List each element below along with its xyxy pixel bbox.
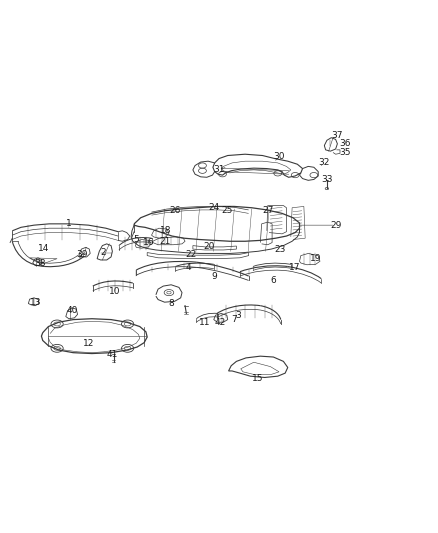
Text: 32: 32 [318, 158, 330, 167]
Text: 17: 17 [290, 263, 301, 272]
Text: 38: 38 [34, 259, 46, 268]
Text: 12: 12 [83, 340, 94, 349]
Text: 9: 9 [212, 272, 218, 280]
Text: 37: 37 [332, 131, 343, 140]
Text: 19: 19 [310, 254, 321, 263]
Text: 29: 29 [330, 221, 341, 230]
Text: 35: 35 [339, 148, 351, 157]
Text: 39: 39 [76, 250, 88, 259]
Text: 27: 27 [262, 206, 273, 215]
Text: 20: 20 [204, 243, 215, 252]
Text: 16: 16 [143, 238, 154, 247]
Text: 41: 41 [107, 350, 118, 359]
Text: 1: 1 [66, 220, 72, 228]
Text: 4: 4 [186, 263, 191, 272]
Text: 31: 31 [213, 165, 225, 174]
Text: 36: 36 [339, 139, 351, 148]
Text: 2: 2 [101, 248, 106, 257]
Text: 23: 23 [274, 246, 286, 254]
Text: 14: 14 [39, 244, 50, 253]
Text: 7: 7 [231, 315, 237, 324]
Text: 13: 13 [30, 298, 41, 306]
Text: 5: 5 [134, 235, 139, 244]
Text: 11: 11 [199, 318, 211, 327]
Text: 42: 42 [214, 318, 226, 327]
Text: 15: 15 [252, 374, 264, 383]
Text: 8: 8 [168, 299, 174, 308]
Text: 25: 25 [221, 206, 233, 215]
Text: 26: 26 [170, 206, 181, 215]
Text: 33: 33 [321, 175, 333, 184]
Text: 21: 21 [159, 237, 170, 246]
Text: 18: 18 [160, 227, 172, 235]
Text: 24: 24 [208, 203, 219, 212]
Text: 22: 22 [185, 250, 196, 259]
Text: 40: 40 [66, 306, 78, 316]
Text: 30: 30 [273, 152, 285, 161]
Text: 10: 10 [109, 287, 120, 296]
Text: 3: 3 [236, 311, 241, 320]
Text: 6: 6 [271, 276, 276, 285]
